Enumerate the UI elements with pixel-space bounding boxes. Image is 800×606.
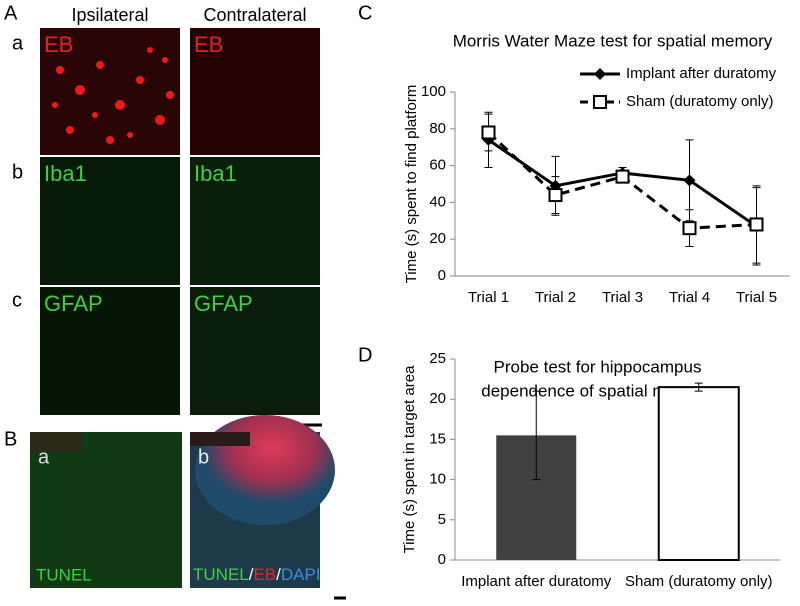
x-tick-label: Trial 3 <box>602 289 643 306</box>
row-letter: b <box>12 161 23 183</box>
image-letter: b <box>198 446 209 468</box>
column-header: Ipsilateral <box>71 5 148 25</box>
marker <box>548 188 563 203</box>
stain-label: Iba1 <box>194 161 237 186</box>
y-tick-label: 0 <box>438 551 446 568</box>
label-part: DAPI <box>281 565 321 584</box>
stain-label: GFAP <box>194 291 253 316</box>
image-label: TUNEL <box>36 565 92 584</box>
marker <box>683 174 696 187</box>
panel-letter: B <box>4 428 17 450</box>
y-axis-label: Time (s) spent to find platform <box>403 85 420 284</box>
legend-label: Sham (duratomy only) <box>626 93 774 110</box>
column-header: Contralateral <box>203 5 306 25</box>
micrograph <box>40 157 180 285</box>
error-bar <box>694 382 703 392</box>
label-part: / <box>249 565 254 584</box>
bar <box>657 386 740 562</box>
cells <box>52 47 174 144</box>
label-part: / <box>276 565 281 584</box>
x-tick-label: Sham (duratomy only) <box>625 573 773 590</box>
chart-title: Probe test for hippocampus <box>494 357 702 376</box>
error-bar <box>532 390 541 481</box>
micrograph <box>190 28 320 155</box>
label-part: TUNEL <box>193 565 249 584</box>
stain-label: Iba1 <box>44 161 87 186</box>
x-tick-label: Trial 1 <box>468 289 509 306</box>
y-tick-label: 0 <box>438 267 446 284</box>
y-tick-label: 5 <box>438 511 446 528</box>
y-tick-label: 100 <box>421 83 446 100</box>
x-tick-label: Implant after duratomy <box>461 573 612 590</box>
micrograph <box>30 432 182 588</box>
image-label: TUNEL/EB/DAPI <box>193 565 321 584</box>
marker <box>481 125 496 140</box>
stain-label: EB <box>44 32 73 57</box>
y-tick-label: 20 <box>429 390 446 407</box>
legend-marker <box>594 68 606 80</box>
overlay <box>190 432 250 446</box>
panel-letter: C <box>358 2 372 24</box>
chart-title: Morris Water Maze test for spatial memor… <box>453 31 773 50</box>
marker <box>615 169 630 184</box>
x-tick-label: Trial 4 <box>669 289 710 306</box>
y-tick-label: 80 <box>429 120 446 137</box>
marker <box>682 221 697 236</box>
overlay <box>30 432 82 452</box>
chart-title: dependence of spatial memory <box>481 381 714 400</box>
micrograph <box>190 287 320 415</box>
legend-label: Implant after duratomy <box>626 65 777 82</box>
y-tick-label: 25 <box>429 350 446 367</box>
panel-letter: A <box>4 2 18 24</box>
y-tick-label: 60 <box>429 157 446 174</box>
y-tick-label: 15 <box>429 430 446 447</box>
stain-label: EB <box>194 32 223 57</box>
y-tick-label: 10 <box>429 471 446 488</box>
micrograph <box>40 287 180 415</box>
row-letter: c <box>12 289 22 311</box>
y-axis-label: Time (s) spent in target area <box>401 365 418 554</box>
legend-marker <box>593 95 607 109</box>
x-tick-label: Trial 5 <box>736 289 777 306</box>
marker <box>749 217 764 232</box>
y-tick-label: 40 <box>429 193 446 210</box>
stain-label: GFAP <box>44 291 103 316</box>
x-tick-label: Trial 2 <box>535 289 576 306</box>
panel-letter: D <box>358 344 372 366</box>
label-part: EB <box>253 565 276 584</box>
image-letter: a <box>38 446 50 468</box>
micrograph <box>40 28 180 155</box>
y-tick-label: 20 <box>429 230 446 247</box>
row-letter: a <box>12 32 24 54</box>
micrograph <box>190 157 320 285</box>
stain-region <box>195 415 335 525</box>
